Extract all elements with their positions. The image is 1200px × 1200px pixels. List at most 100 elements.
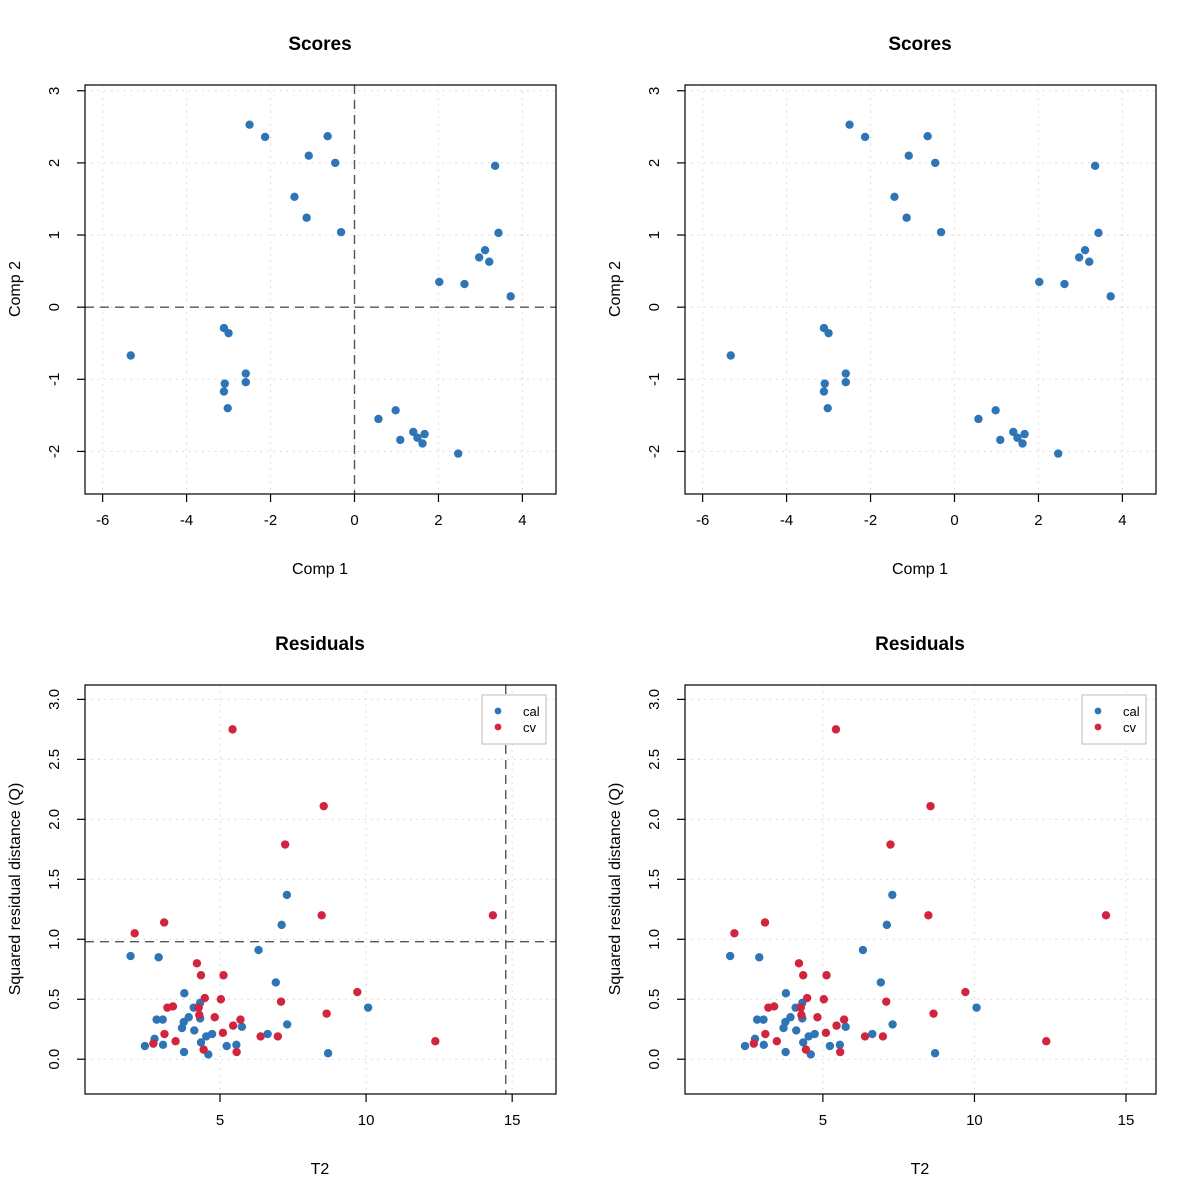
data-point-cv (813, 1013, 822, 1022)
x-tick-label: 2 (1034, 512, 1042, 529)
legend-marker-cal (1094, 707, 1102, 715)
data-point-cv (280, 840, 290, 849)
plot-frame (684, 684, 1157, 1095)
data-point-scores (890, 192, 899, 202)
y-tick-label: 1 (646, 231, 663, 239)
data-point-scores (374, 414, 383, 424)
data-point-cv (218, 1028, 228, 1038)
data-point-cal (179, 1047, 189, 1057)
data-point-cv (831, 725, 841, 734)
data-point-scores (1060, 279, 1069, 289)
legend-label-cv: cv (523, 720, 537, 735)
x-axis-label: Comp 1 (292, 561, 348, 578)
data-point-cal (752, 1015, 762, 1024)
data-point-cv (929, 1009, 938, 1018)
data-point-scores (1094, 228, 1103, 238)
series-scores (726, 120, 1115, 458)
data-point-cv (273, 1032, 283, 1041)
x-tick-label: 15 (1118, 1112, 1135, 1129)
data-point-cv (171, 1037, 180, 1046)
data-point-scores (241, 369, 250, 378)
data-point-cv (860, 1032, 870, 1041)
data-point-cal (158, 1040, 168, 1050)
y-tick-label: -1 (46, 373, 63, 386)
data-point-cv (276, 997, 286, 1006)
y-tick-label: 3.0 (46, 689, 63, 710)
data-point-cv (219, 971, 228, 980)
data-point-scores (820, 379, 829, 388)
data-point-cv (961, 987, 970, 997)
data-point-scores (245, 120, 254, 129)
x-tick-label: 0 (950, 512, 958, 529)
data-point-scores (1013, 433, 1022, 442)
data-point-cv (1101, 911, 1111, 920)
grid (685, 685, 1156, 1094)
data-point-scores (1106, 292, 1115, 301)
data-point-cal (876, 978, 885, 987)
data-point-cal (271, 978, 280, 987)
data-point-scores (336, 227, 346, 237)
y-tick-label: 1.5 (646, 869, 663, 890)
legend-box (481, 694, 547, 745)
data-point-cal (779, 1023, 788, 1033)
data-point-scores (860, 132, 870, 142)
data-point-cal (755, 953, 764, 962)
data-point-cv (749, 1039, 759, 1048)
data-point-cv (760, 918, 770, 927)
data-point-cal (277, 920, 286, 930)
data-point-cv (130, 929, 139, 938)
y-axis: -2 -1 0 1 2 3 (46, 87, 85, 458)
y-tick-label: 0.0 (646, 1049, 663, 1070)
data-point-scores (845, 120, 854, 129)
data-point-scores (302, 213, 311, 222)
data-point-cal (825, 1041, 835, 1051)
panel-residuals-left: Residuals T2 Squared residual distance (… (7, 634, 557, 1178)
data-point-cal (237, 1022, 247, 1032)
data-point-cv (769, 1002, 779, 1011)
data-point-scores (1080, 245, 1090, 255)
data-point-cv (196, 971, 206, 980)
data-point-scores (223, 403, 232, 413)
data-point-cal (858, 945, 868, 955)
data-point-cal (363, 1003, 373, 1012)
y-tick-label: 0 (46, 303, 63, 311)
data-point-cv (839, 1015, 849, 1024)
y-axis-label: Comp 2 (7, 261, 24, 317)
y-axis: 0.0 0.5 1.0 1.5 2.0 2.5 3.0 (46, 689, 85, 1070)
plot-title: Scores (288, 34, 351, 55)
plot-frame (684, 84, 1157, 495)
data-point-cal (180, 989, 189, 998)
data-point-cal (841, 1022, 850, 1032)
data-point-scores (241, 377, 250, 387)
data-point-scores (841, 369, 850, 378)
data-point-cal (792, 1026, 801, 1035)
data-point-scores (1090, 161, 1100, 170)
data-point-cv (353, 987, 362, 997)
y-tick-label: 3 (46, 87, 63, 95)
y-axis-label: Comp 2 (607, 261, 624, 317)
y-tick-label: 2.5 (646, 749, 663, 770)
data-point-scores (219, 387, 229, 396)
data-point-scores (330, 158, 340, 168)
data-point-cal (222, 1041, 231, 1051)
panel-residuals-right: Residuals T2 Squared residual distance (… (607, 634, 1157, 1178)
data-point-cal (152, 1015, 161, 1024)
data-point-cv (832, 1021, 841, 1030)
legend-label-cv: cv (1123, 720, 1137, 735)
data-point-cal (972, 1003, 981, 1012)
grid (85, 85, 556, 494)
data-point-cv (797, 1010, 806, 1020)
data-point-cv (228, 1021, 238, 1030)
data-point-cal (930, 1049, 940, 1058)
data-point-scores (220, 379, 229, 388)
y-tick-label: 1.5 (46, 869, 63, 890)
data-point-cal (207, 1029, 217, 1039)
data-point-scores (480, 245, 490, 255)
data-point-cv (160, 1029, 169, 1039)
data-point-scores (930, 158, 940, 168)
data-point-cv (194, 1003, 203, 1012)
data-point-cal (126, 951, 135, 961)
data-point-scores (1053, 449, 1063, 458)
data-point-cv (256, 1032, 265, 1041)
x-tick-label: 4 (1118, 512, 1126, 529)
